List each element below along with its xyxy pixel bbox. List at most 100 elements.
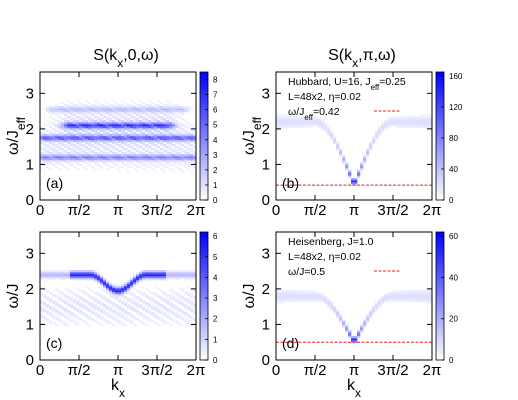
heatmap-cell xyxy=(378,302,382,305)
heatmap-cell xyxy=(109,110,113,113)
heatmap-cell xyxy=(163,306,167,309)
heatmap-cell xyxy=(46,318,50,321)
heatmap-cell xyxy=(79,108,83,111)
heatmap-cell xyxy=(49,272,53,275)
heatmap-cell xyxy=(136,278,140,281)
heatmap-cell xyxy=(61,158,65,161)
heatmap-cell xyxy=(190,170,194,173)
heatmap-cell xyxy=(85,142,89,145)
heatmap-cell xyxy=(160,312,164,315)
heatmap-cell xyxy=(184,134,188,137)
heatmap-cell xyxy=(169,272,173,275)
heatmap-cell xyxy=(181,290,185,293)
heatmap-cell xyxy=(106,142,110,145)
heatmap-cell xyxy=(82,290,86,293)
heatmap-cell xyxy=(423,298,427,301)
heatmap-cell xyxy=(169,158,173,161)
heatmap-cell xyxy=(187,164,191,167)
heatmap-cell xyxy=(163,122,167,125)
heatmap-cell xyxy=(127,300,131,303)
heatmap-cell xyxy=(330,304,334,307)
heatmap-cell xyxy=(279,124,283,127)
heatmap-cell xyxy=(288,118,292,121)
heatmap-cell xyxy=(163,134,167,137)
heatmap-cell xyxy=(43,272,47,275)
heatmap-cell xyxy=(393,292,397,295)
heatmap-cell xyxy=(70,120,74,123)
heatmap-cell xyxy=(91,312,95,315)
heatmap-cell xyxy=(115,132,119,135)
heatmap-cell xyxy=(187,320,191,323)
heatmap-cell xyxy=(285,292,289,295)
heatmap-cell xyxy=(79,134,83,137)
heatmap-cell xyxy=(94,160,98,163)
heatmap-cell xyxy=(285,120,289,123)
heatmap-cell xyxy=(363,158,367,161)
heatmap-cell xyxy=(121,166,125,169)
heatmap-cell xyxy=(58,124,62,127)
heatmap-cell xyxy=(291,292,295,295)
heatmap-cell xyxy=(124,134,128,137)
heatmap-cell xyxy=(151,308,155,311)
heatmap-cell xyxy=(133,300,137,303)
heatmap-cell xyxy=(67,142,71,145)
heatmap-cell xyxy=(103,150,107,153)
heatmap-cell xyxy=(100,310,104,313)
heatmap-cell xyxy=(85,158,89,161)
heatmap-cell xyxy=(43,158,47,161)
colorbar-tick-label: 2 xyxy=(213,166,218,175)
heatmap-cell xyxy=(139,280,143,283)
heatmap-cell xyxy=(342,162,346,165)
heatmap-cell xyxy=(193,302,197,305)
heatmap-cell xyxy=(118,298,122,301)
heatmap-cell xyxy=(154,310,158,313)
heatmap-cell xyxy=(145,278,149,281)
heatmap-cell xyxy=(130,150,134,153)
heatmap-cell xyxy=(52,148,56,151)
heatmap-cell xyxy=(184,132,188,135)
heatmap-cell xyxy=(357,170,361,173)
heatmap-cell xyxy=(429,124,433,127)
heatmap-cell xyxy=(381,128,385,131)
heatmap-cell xyxy=(142,108,146,111)
heatmap-cell xyxy=(423,122,427,125)
heatmap-cell xyxy=(109,294,113,297)
annotation: ω/Jeff=0.42 xyxy=(288,106,340,122)
heatmap-cell xyxy=(303,292,307,295)
heatmap-cell xyxy=(130,130,134,133)
heatmap-cell xyxy=(181,118,185,121)
heatmap-cell xyxy=(321,128,325,131)
heatmap-cell xyxy=(73,158,77,161)
heatmap-cell xyxy=(103,158,107,161)
heatmap-cell xyxy=(70,138,74,141)
heatmap-cell xyxy=(169,288,173,291)
heatmap-cell xyxy=(429,116,433,119)
heatmap-cell xyxy=(94,308,98,311)
heatmap-cell xyxy=(133,136,137,139)
heatmap-cell xyxy=(100,324,104,327)
heatmap-cell xyxy=(85,110,89,113)
heatmap-cell xyxy=(61,148,65,151)
heatmap-cell xyxy=(124,152,128,155)
heatmap-cell xyxy=(61,118,65,121)
heatmap-cell xyxy=(55,270,59,273)
heatmap-cell xyxy=(118,106,122,109)
heatmap-cell xyxy=(103,318,107,321)
heatmap-cell xyxy=(426,300,430,303)
heatmap-cell xyxy=(70,158,74,161)
heatmap-cell xyxy=(384,296,388,299)
heatmap-cell xyxy=(61,320,65,323)
heatmap-cell xyxy=(46,152,50,155)
heatmap-cell xyxy=(160,154,164,157)
heatmap-cell xyxy=(178,316,182,319)
y-tick-label: 0 xyxy=(262,192,270,209)
heatmap-cell xyxy=(405,122,409,125)
heatmap-cell xyxy=(100,112,104,115)
chart-title: S(kx,0,ω) xyxy=(93,47,159,70)
heatmap-cell xyxy=(67,112,71,115)
heatmap-cell xyxy=(64,322,68,325)
heatmap-cell xyxy=(375,302,379,305)
heatmap-cell xyxy=(73,298,77,301)
heatmap-cell xyxy=(79,156,83,159)
